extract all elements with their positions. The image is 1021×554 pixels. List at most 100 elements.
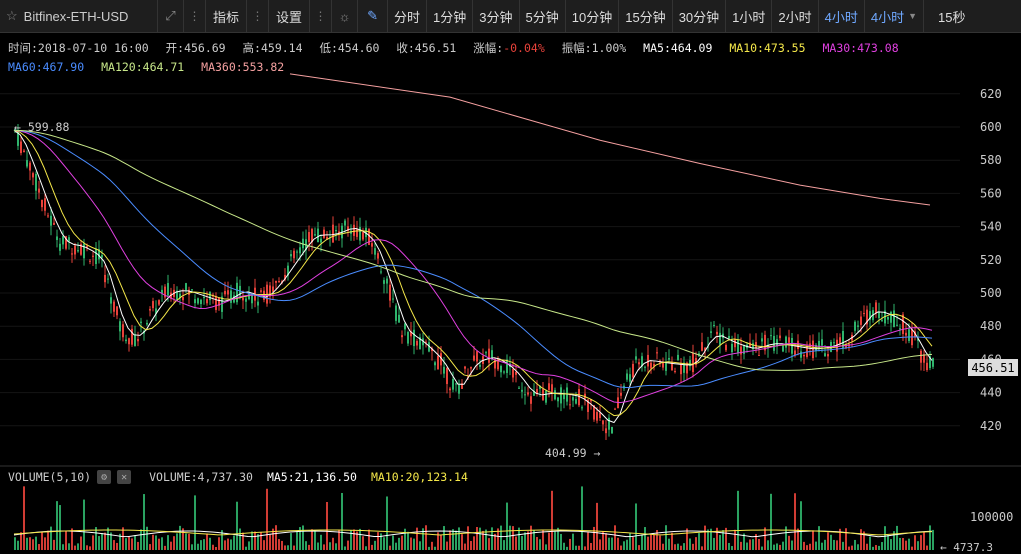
drag-handle-icon[interactable]: ⋮ (184, 0, 206, 32)
volume-bar (413, 538, 415, 550)
timeframe-tab-8[interactable]: 2小时 (772, 0, 819, 32)
volume-bar (476, 526, 478, 550)
volume-bar (107, 527, 109, 550)
volume-bar (311, 529, 313, 550)
candle-body (716, 331, 718, 335)
volume-bar (650, 534, 652, 550)
volume-bar (932, 529, 934, 550)
volume-bar (449, 530, 451, 550)
volume-bar (404, 528, 406, 550)
candle-body (575, 398, 577, 404)
star-icon[interactable]: ☆ (6, 8, 18, 23)
volume-bar (911, 546, 913, 550)
candle-body (887, 316, 889, 320)
price-tick-1: 600 (980, 120, 1002, 134)
volume-bar (704, 525, 706, 550)
timeframe-tab-1[interactable]: 1分钟 (427, 0, 474, 32)
timeframe-tab-3[interactable]: 5分钟 (520, 0, 566, 32)
info-ma5: MA5:464.09 (643, 41, 713, 55)
candle-body (389, 284, 391, 301)
pencil-icon[interactable]: ✎ (358, 0, 389, 32)
timeframe-tab-6[interactable]: 30分钟 (673, 0, 727, 32)
volume-bar (629, 533, 631, 550)
settings-button[interactable]: 设置 (269, 0, 311, 32)
volume-bar (245, 546, 247, 550)
volume-bar (701, 546, 703, 550)
candle-body (860, 316, 862, 325)
low-marker: 404.99 → (545, 446, 600, 460)
expand-icon[interactable]: ⤢ (158, 0, 184, 32)
candle-body (338, 231, 340, 234)
high-marker: ← 599.88 (14, 120, 69, 134)
drag-handle-icon[interactable]: ⋮ (247, 0, 270, 32)
volume-bar (902, 537, 904, 550)
volume-bar (20, 532, 22, 550)
candle-body (383, 280, 385, 284)
volume-bar (905, 540, 907, 550)
candle-body (614, 408, 616, 410)
candle-body (407, 331, 409, 344)
volume-bar (782, 541, 784, 550)
timeframe-tab-4[interactable]: 10分钟 (566, 0, 620, 32)
volume-bar (827, 532, 829, 550)
drag-handle-icon[interactable]: ⋮ (310, 0, 333, 32)
volume-bar (38, 544, 40, 550)
candle-body (437, 355, 439, 370)
volume-bar (425, 525, 427, 550)
symbol-selector[interactable]: ☆ Bitfinex-ETH-USD (0, 0, 158, 32)
timeframe-dropdown[interactable]: 4小时 ▼ (865, 0, 925, 32)
volume-bar (83, 499, 85, 550)
candle-body (365, 227, 367, 238)
candle-body (629, 374, 631, 382)
volume-bar (65, 531, 67, 550)
close-icon[interactable]: ✕ (117, 470, 132, 484)
timeframe-tab-0[interactable]: 分时 (388, 0, 428, 32)
timeframe-tab-2[interactable]: 3分钟 (473, 0, 520, 32)
volume-bar (557, 527, 559, 550)
volume-bar (170, 541, 172, 550)
volume-bar (836, 540, 838, 550)
candle-body (461, 383, 463, 389)
candle-body (893, 310, 895, 328)
candle-body (299, 247, 301, 254)
volume-bar (368, 529, 370, 550)
gear-icon[interactable]: ⚙ (97, 470, 112, 484)
candle-body (572, 397, 574, 401)
timeframe-15s[interactable]: 15秒 (938, 9, 966, 25)
candle-body (377, 253, 379, 259)
candle-body (314, 234, 316, 236)
candle-body (347, 226, 349, 232)
candle-body (875, 302, 877, 314)
volume-bar (899, 537, 901, 550)
candle-body (368, 229, 370, 245)
candle-body (182, 296, 184, 301)
volume-bar (890, 539, 892, 550)
volume-bar (698, 533, 700, 550)
volume-bar (422, 528, 424, 550)
timeframe-tab-5[interactable]: 15分钟 (619, 0, 673, 32)
candle-body (638, 362, 640, 365)
candle-body (32, 173, 34, 178)
candle-body (902, 314, 904, 334)
volume-bar (248, 541, 250, 550)
timeframe-tab-9[interactable]: 4小时 (819, 0, 865, 32)
timeframe-tab-7[interactable]: 1小时 (726, 0, 773, 32)
candle-body (41, 199, 43, 208)
volume-bar (479, 527, 481, 550)
volume-bar (797, 528, 799, 550)
theme-toggle-icon[interactable]: ☼ (332, 0, 359, 32)
candle-body (545, 390, 547, 403)
candle-body (146, 322, 148, 325)
volume-bar (308, 544, 310, 550)
volume-bar (908, 538, 910, 550)
volume-bar (626, 539, 628, 550)
volume-bar (854, 539, 856, 550)
volume-bar (746, 542, 748, 550)
candle-body (116, 306, 118, 316)
indicator-button[interactable]: 指标 (206, 0, 248, 32)
candle-body (668, 357, 670, 360)
volume-bar (146, 526, 148, 550)
volume-bar (401, 535, 403, 550)
volume-bar (881, 542, 883, 550)
